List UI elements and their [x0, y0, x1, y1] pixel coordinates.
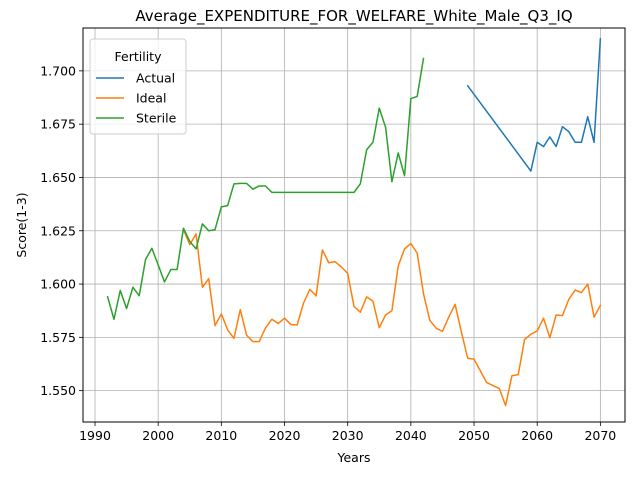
x-tick-label: 2020	[269, 428, 301, 443]
y-tick-label: 1.625	[40, 223, 76, 238]
y-tick-label: 1.550	[40, 383, 76, 398]
y-tick-label: 1.600	[40, 277, 76, 292]
legend: Fertility Actual Ideal Sterile	[89, 38, 187, 135]
series-line-ideal	[182, 228, 602, 407]
y-tick-label: 1.575	[40, 330, 76, 345]
legend-title: Fertility	[115, 49, 163, 64]
legend-label-sterile: Sterile	[136, 111, 177, 126]
y-tick-label: 1.700	[40, 63, 76, 78]
x-tick-label: 1990	[79, 428, 111, 443]
y-axis-label: Score(1-3)	[14, 192, 29, 257]
chart-title: Average_EXPENDITURE_FOR_WELFARE_White_Ma…	[135, 7, 572, 26]
x-tick-label: 2000	[142, 428, 174, 443]
legend-label-ideal: Ideal	[136, 91, 166, 106]
y-tick-label: 1.675	[40, 117, 76, 132]
series-line-actual	[466, 38, 602, 172]
series-line-sterile	[106, 57, 425, 320]
x-tick-label: 2060	[521, 428, 553, 443]
y-tick-label: 1.650	[40, 170, 76, 185]
legend-entries: Actual Ideal Sterile	[96, 71, 177, 126]
legend-box	[89, 38, 187, 135]
x-tick-label: 2050	[458, 428, 490, 443]
x-axis: 1990 2000 2010 2020 2030 2040 2050 2060 2070	[79, 422, 616, 443]
x-tick-label: 2070	[584, 428, 616, 443]
series-layer	[106, 38, 602, 407]
grid	[83, 28, 625, 422]
x-tick-label: 2030	[332, 428, 364, 443]
legend-label-actual: Actual	[136, 71, 175, 86]
y-axis: 1.550 1.575 1.600 1.625 1.650 1.675 1.700	[40, 63, 83, 398]
x-tick-label: 2040	[395, 428, 427, 443]
plot-frame	[82, 27, 626, 423]
x-axis-label: Years	[337, 450, 371, 465]
x-tick-label: 2010	[205, 428, 237, 443]
